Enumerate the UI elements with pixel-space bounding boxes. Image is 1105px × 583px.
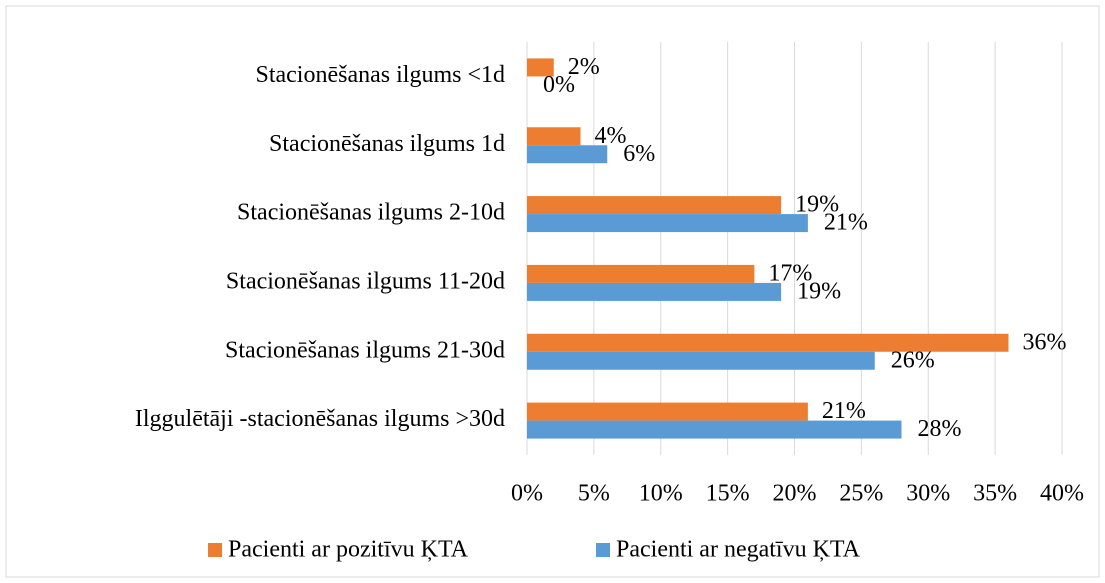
bar <box>527 420 902 439</box>
y-tick-label: Stacionēšanas ilgums <1d <box>255 62 505 88</box>
bar <box>527 351 875 370</box>
x-tick-label: 30% <box>906 481 950 507</box>
bar <box>527 333 1009 352</box>
data-label: 21% <box>822 398 866 424</box>
x-tick-label: 20% <box>773 481 817 507</box>
bar <box>527 58 554 77</box>
bar <box>527 214 808 233</box>
y-tick-label: Stacionēšanas ilgums 11-20d <box>226 268 505 294</box>
data-label: 21% <box>824 210 868 236</box>
data-label: 19% <box>795 192 839 218</box>
data-label: 36% <box>1023 329 1067 355</box>
bar <box>527 402 808 421</box>
x-tick-label: 10% <box>639 481 683 507</box>
x-tick-label: 15% <box>706 481 750 507</box>
data-label: 4% <box>595 123 627 149</box>
bar <box>527 264 755 283</box>
bar <box>527 282 782 301</box>
legend-label: Pacienti ar pozitīvu ĶTA <box>228 537 469 563</box>
data-label: 26% <box>891 347 935 373</box>
data-label: 2% <box>568 54 600 80</box>
data-label: 0% <box>543 72 575 98</box>
y-tick-label: Ilggulētāji -stacionēšanas ilgums >30d <box>135 406 505 432</box>
bar <box>527 145 608 164</box>
legend-swatch <box>596 543 610 557</box>
x-tick-label: 35% <box>973 481 1017 507</box>
bar <box>527 196 782 215</box>
x-tick-label: 40% <box>1040 481 1084 507</box>
data-label: 28% <box>918 416 962 442</box>
x-tick-label: 0% <box>511 481 543 507</box>
x-tick-label: 25% <box>839 481 883 507</box>
x-tick-label: 5% <box>578 481 610 507</box>
y-tick-label: Stacionēšanas ilgums 2-10d <box>237 200 505 226</box>
data-label: 19% <box>797 278 841 304</box>
data-label: 6% <box>623 141 655 167</box>
data-label: 17% <box>768 260 812 286</box>
legend-label: Pacienti ar negatīvu ĶTA <box>616 537 861 563</box>
legend-swatch <box>208 543 222 557</box>
bar <box>527 127 581 146</box>
y-tick-label: Stacionēšanas ilgums 1d <box>269 131 505 157</box>
y-tick-label: Stacionēšanas ilgums 21-30d <box>225 337 505 363</box>
